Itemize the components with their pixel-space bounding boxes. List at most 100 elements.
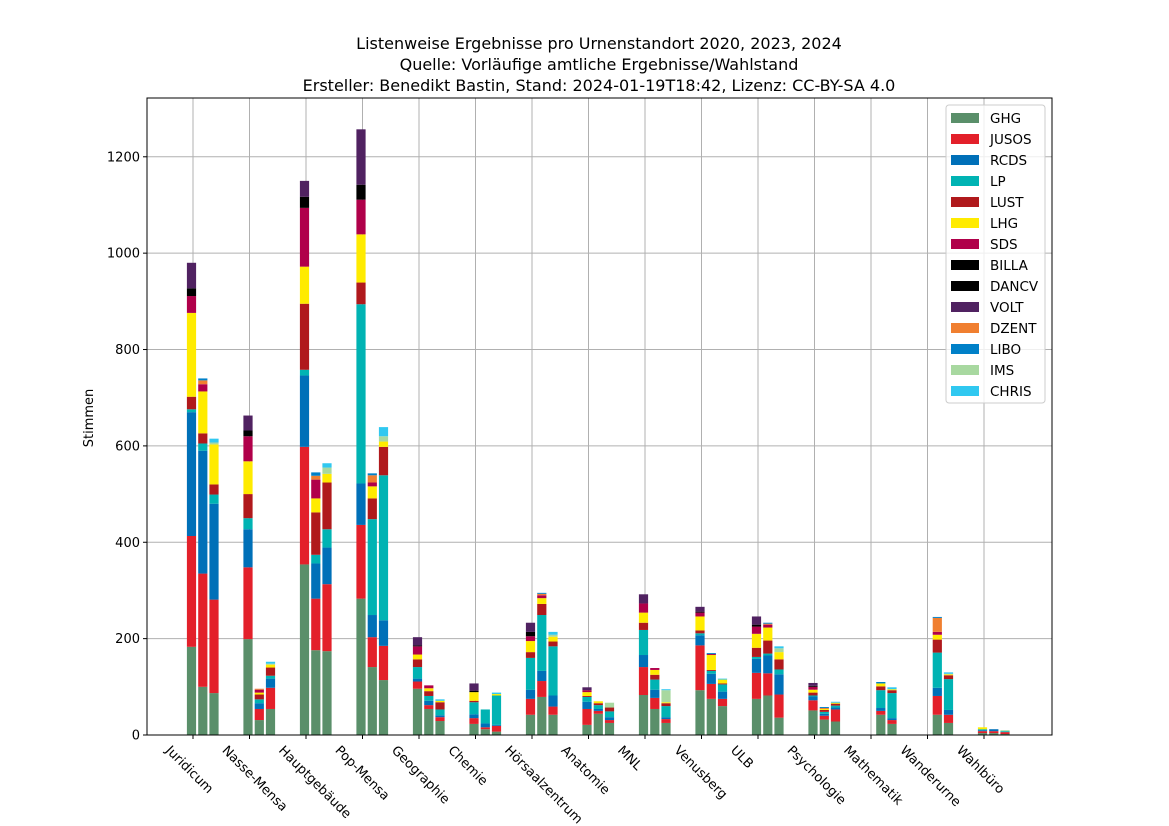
bar-segment-chris <box>435 699 445 701</box>
bar-segment-jusos <box>254 708 264 721</box>
bar-segment-lust <box>887 690 897 694</box>
bar-segment-jusos <box>435 717 445 722</box>
bar-segment-jusos <box>299 446 310 565</box>
legend-swatch-ims <box>951 365 979 375</box>
bar-segment-lhg <box>412 654 423 660</box>
bar-segment-billa <box>356 184 366 200</box>
bar-segment-lp <box>808 695 818 697</box>
bar-segment-ims <box>265 663 276 665</box>
bar-segment-lhg <box>661 702 671 704</box>
bar-segment-jusos <box>480 727 490 730</box>
bar-segment-volt <box>808 682 818 686</box>
plot-frame <box>146 97 1053 736</box>
bar-segment-lust <box>819 709 829 712</box>
bar-segment-jusos <box>989 731 999 734</box>
bar-segment-jusos <box>356 524 366 599</box>
bar-segment-jusos <box>774 694 784 718</box>
bar-segment-lp <box>209 494 219 504</box>
bar-segment-sds <box>537 595 547 599</box>
bar-segment-lhg <box>186 312 197 397</box>
bar-segment-lhg <box>548 636 558 642</box>
bar-segment-ghg <box>209 693 219 735</box>
bar-segment-lust <box>209 484 219 495</box>
legend-label: LHG <box>990 216 1018 232</box>
bar-segment-dzent <box>254 688 264 690</box>
bar-segment-ghg <box>480 729 490 735</box>
bar-segment-jusos <box>638 667 649 696</box>
bar-segment-rcds <box>412 678 423 682</box>
y-tick-label: 600 <box>115 439 140 454</box>
bar-segment-lp <box>661 706 671 718</box>
bar-segment-lust <box>830 703 841 706</box>
bar-segment-sds <box>356 199 366 235</box>
bar-segment-lust <box>435 702 445 710</box>
bar-segment-sds <box>311 479 321 499</box>
bar-segment-jusos <box>977 731 988 734</box>
legend-swatch-lp <box>951 176 979 186</box>
bar-segment-jusos <box>378 645 389 681</box>
bar-segment-ims <box>322 467 332 474</box>
bar-segment-volt <box>412 637 423 646</box>
bar-segment-lp <box>537 615 547 671</box>
bar-segment-jusos <box>469 718 479 724</box>
bar-segment-lhg <box>322 473 332 483</box>
bar-segment-jusos <box>943 714 954 723</box>
bar-segment-ghg <box>695 690 705 735</box>
bar-segment-rcds <box>299 375 310 447</box>
bar-segment-ims <box>209 442 219 445</box>
bar-segment-lust <box>525 652 536 658</box>
bar-segment-lhg <box>706 655 716 670</box>
bar-segment-sds <box>243 436 253 462</box>
legend-swatch-dancv <box>951 281 979 291</box>
bar-segment-jusos <box>1000 732 1010 735</box>
bar-segment-sds <box>186 296 197 313</box>
bar-segment-rcds <box>378 620 389 646</box>
bar-segment-rcds <box>254 703 264 709</box>
bar-segment-lhg <box>830 702 841 704</box>
bar-segment-sds <box>412 646 423 655</box>
bar-segment-billa <box>243 430 253 437</box>
bar-segment-lp <box>751 656 762 659</box>
bar-segment-dzent <box>311 475 321 480</box>
bar-segment-ims <box>548 634 558 637</box>
bar-segment-ims <box>1000 730 1010 732</box>
bar-segment-ghg <box>469 723 479 735</box>
bars <box>186 129 1010 735</box>
bar-segment-lhg <box>695 616 705 631</box>
bar-segment-lust <box>582 695 592 697</box>
bar-segment-lp <box>876 690 886 709</box>
bar-segment-ghg <box>299 564 310 735</box>
bar-segment-lust <box>943 675 954 680</box>
bar-segment-volt <box>751 616 762 625</box>
legend-swatch-lhg <box>951 218 979 228</box>
bar-segment-rcds <box>548 695 558 707</box>
bar-segment-rcds <box>751 658 762 673</box>
bar-segment-lhg <box>808 689 818 693</box>
bar-segment-volt <box>525 622 536 632</box>
bar-segment-rcds <box>819 713 829 716</box>
bar-segment-lhg <box>876 683 886 687</box>
bar-segment-volt <box>638 594 649 604</box>
bar-segment-jusos <box>198 573 208 687</box>
bar-segment-lhg <box>424 688 434 692</box>
bar-segment-rcds <box>604 717 615 721</box>
bar-segment-ghg <box>943 722 954 735</box>
bar-segment-libo <box>763 622 773 624</box>
bar-segment-jusos <box>537 681 547 697</box>
bar-segment-lp <box>186 409 197 413</box>
bar-segment-lhg <box>943 674 954 676</box>
bar-segment-chris <box>661 689 671 691</box>
bar-segment-billa <box>695 611 705 613</box>
y-tick-label: 1000 <box>107 247 140 262</box>
bar-segment-chris <box>209 438 219 443</box>
bar-segment-volt <box>186 262 197 289</box>
bar-segment-rcds <box>322 547 332 585</box>
bar-segment-jusos <box>322 584 332 652</box>
bar-segment-lp <box>604 711 615 718</box>
bar-segment-ims <box>378 436 389 442</box>
bar-segment-lhg <box>774 652 784 660</box>
bar-segment-ghg <box>932 714 942 735</box>
bar-segment-lust <box>751 647 762 657</box>
bar-segment-chris <box>717 678 728 680</box>
bar-segment-chris <box>491 692 502 695</box>
